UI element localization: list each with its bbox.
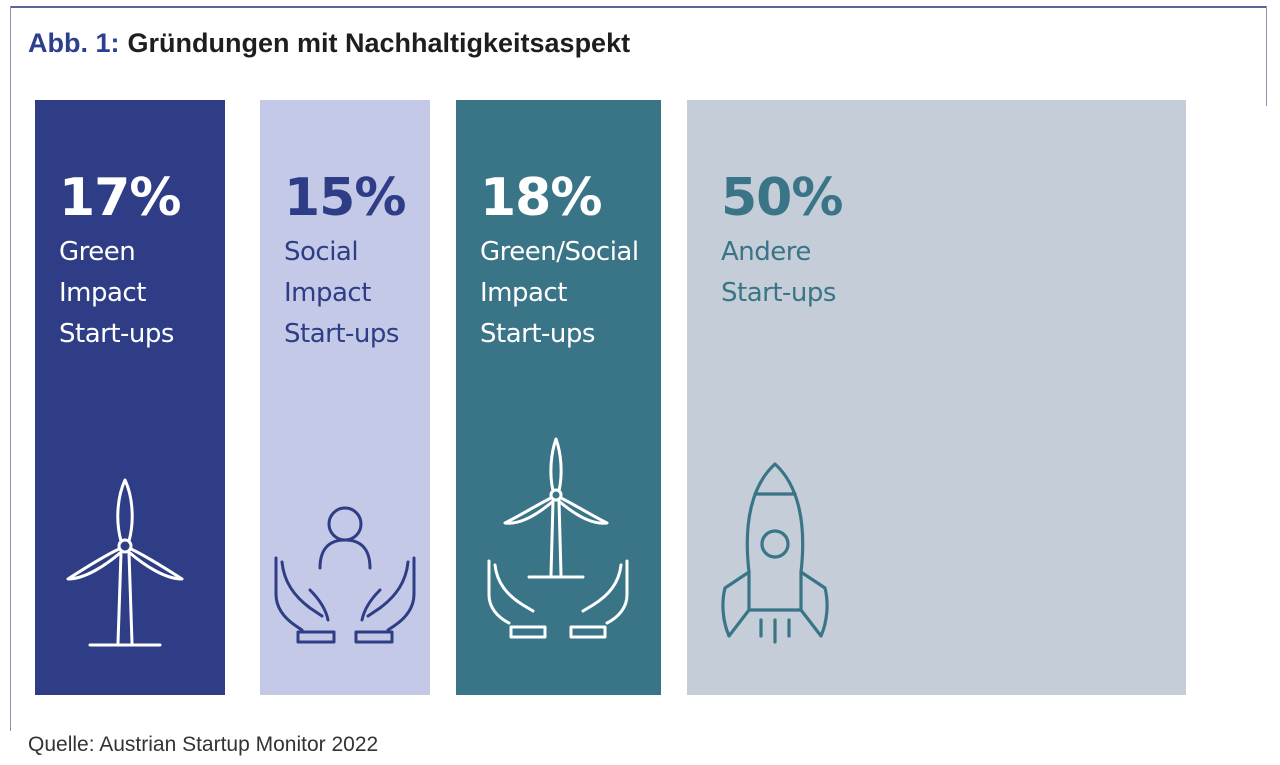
card-label-line: Impact	[480, 278, 567, 308]
card-label-line: Start-ups	[721, 278, 836, 308]
card-social-impact: 15% Social Impact Start-ups	[260, 100, 430, 695]
card-label: Green Impact Start-ups	[59, 232, 174, 355]
card-label-line: Andere	[721, 237, 811, 267]
frame-top-border	[10, 6, 1267, 8]
figure-title-text: Gründungen mit Nachhaltigkeitsaspekt	[127, 28, 631, 58]
turbine-in-hands-icon	[487, 437, 629, 639]
person-in-hands-icon	[274, 506, 416, 644]
source-note: Quelle: Austrian Startup Monitor 2022	[28, 733, 379, 756]
card-value: 18%	[480, 168, 602, 228]
card-label: Social Impact Start-ups	[284, 232, 399, 355]
card-label-line: Impact	[59, 278, 146, 308]
figure-number: Abb. 1:	[28, 28, 120, 58]
card-value: 17%	[59, 168, 181, 228]
card-value: 15%	[284, 168, 406, 228]
chart-title: Abb. 1: Gründungen mit Nachhaltigkeitsasp…	[28, 28, 630, 59]
card-label-line: Start-ups	[59, 319, 174, 349]
frame-left-border	[10, 6, 11, 731]
frame-right-border	[1266, 6, 1267, 106]
card-label-line: Impact	[284, 278, 371, 308]
card-andere-start-ups: 50% Andere Start-ups	[687, 100, 1186, 695]
card-label: Andere Start-ups	[721, 232, 836, 314]
card-label-line: Start-ups	[480, 319, 595, 349]
card-label-line: Social	[284, 237, 359, 267]
card-label-line: Start-ups	[284, 319, 399, 349]
card-label-line: Green	[59, 237, 136, 267]
rocket-icon	[721, 462, 829, 644]
card-value: 50%	[721, 168, 843, 228]
card-label-line: Green/Social	[480, 237, 639, 267]
card-label: Green/Social Impact Start-ups	[480, 232, 639, 355]
card-green-social-impact: 18% Green/Social Impact Start-ups	[456, 100, 661, 695]
wind-turbine-icon	[66, 478, 184, 647]
card-green-impact: 17% Green Impact Start-ups	[35, 100, 225, 695]
